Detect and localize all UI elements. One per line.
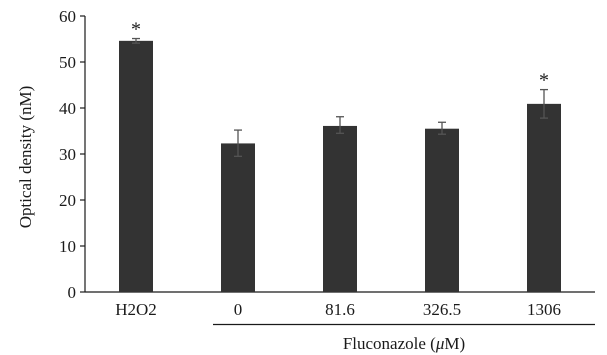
x-tick-label: H2O2 [115,300,157,319]
y-tick-label: 0 [68,283,77,302]
error-bars [132,37,548,157]
x-tick-labels: H2O2 0 81.6 326.5 1306 [115,300,561,319]
y-tick-label: 20 [59,191,76,210]
significance-asterisk: * [131,19,141,41]
group-label-suffix: M) [444,334,465,353]
y-axis: 0 10 20 30 40 50 60 [59,7,86,302]
y-tick-label: 30 [59,145,76,164]
significance-annotations: ** [131,19,549,92]
group-label-unit: μ [435,334,445,353]
bar [119,40,153,293]
x-tick-label: 0 [234,300,243,319]
x-tick-label: 1306 [527,300,561,319]
y-tick-label: 10 [59,237,76,256]
x-tick-label: 81.6 [325,300,355,319]
y-tick-label: 50 [59,53,76,72]
y-tick-label: 60 [59,7,76,26]
bars [119,40,561,293]
significance-asterisk: * [539,70,549,92]
bar [425,128,459,292]
group-label: Fluconazole (μM) [343,334,465,353]
group-label-prefix: Fluconazole ( [343,334,436,353]
y-tick-label: 40 [59,99,76,118]
y-axis-title: Optical density (nM) [16,86,35,229]
bar [527,103,561,292]
bar [323,125,357,292]
x-tick-label: 326.5 [423,300,461,319]
bar [221,143,255,292]
